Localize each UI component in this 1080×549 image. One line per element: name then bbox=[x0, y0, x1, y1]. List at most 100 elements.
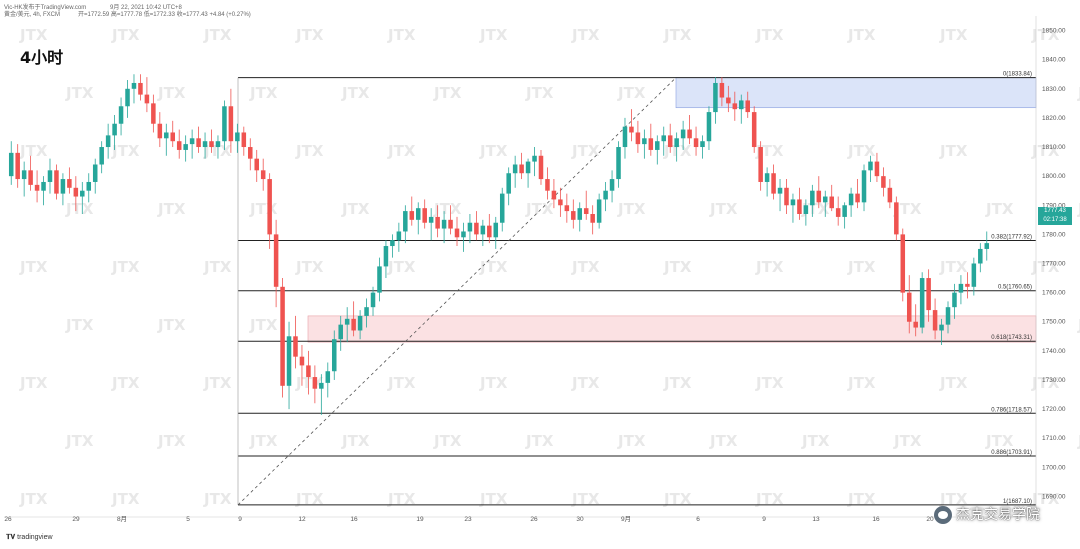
price-tick-label: 1820.00 bbox=[1042, 115, 1066, 122]
watermark-text: JTX bbox=[341, 84, 370, 102]
candle-body bbox=[151, 103, 156, 124]
candle-body bbox=[525, 161, 531, 174]
candle-body bbox=[726, 97, 731, 104]
watermark-text: JTX bbox=[847, 374, 876, 392]
bearish-candle bbox=[454, 216, 460, 247]
candle-body bbox=[467, 222, 473, 232]
watermark-text: JTX bbox=[847, 258, 876, 276]
price-tick-label: 1750.00 bbox=[1042, 319, 1066, 326]
bearish-candle bbox=[34, 170, 40, 203]
bearish-candle bbox=[409, 196, 415, 226]
candle-body bbox=[164, 132, 169, 139]
bullish-candle bbox=[331, 330, 337, 380]
watermark-text: JTX bbox=[847, 490, 876, 508]
candle-body bbox=[209, 141, 214, 148]
bullish-candle bbox=[706, 106, 712, 150]
wechat-icon bbox=[934, 506, 952, 524]
bullish-candle bbox=[125, 80, 130, 118]
candle-body bbox=[551, 190, 557, 200]
bearish-candle bbox=[293, 315, 298, 369]
bearish-candle bbox=[926, 269, 931, 322]
price-tick-label: 1730.00 bbox=[1042, 377, 1066, 384]
watermark-text: JTX bbox=[157, 432, 186, 450]
bearish-candle bbox=[176, 129, 182, 159]
bearish-candle bbox=[474, 211, 479, 241]
candle-body bbox=[558, 199, 563, 206]
bearish-candle bbox=[726, 85, 731, 113]
brand-text: 杰克交易学院 bbox=[956, 507, 1040, 523]
bar-countdown: 02:17:38 bbox=[1043, 217, 1067, 223]
watermark-text: JTX bbox=[203, 374, 232, 392]
candle-body bbox=[34, 184, 40, 191]
tv-logo-text: tradingview bbox=[17, 534, 53, 541]
candle-body bbox=[286, 336, 292, 386]
bullish-candle bbox=[680, 120, 686, 150]
watermark-text: JTX bbox=[755, 490, 784, 508]
bullish-candle bbox=[222, 100, 227, 150]
watermark-text: JTX bbox=[249, 316, 278, 334]
candle-body bbox=[919, 278, 925, 328]
timeframe-label: 4小时 bbox=[20, 48, 64, 67]
time-tick-label: 16 bbox=[872, 516, 880, 523]
price-tick-label: 1850.00 bbox=[1042, 28, 1066, 35]
watermark-text: JTX bbox=[847, 26, 876, 44]
bullish-candle bbox=[978, 243, 983, 273]
bearish-candle bbox=[667, 123, 673, 153]
candle-body bbox=[403, 211, 408, 232]
candle-body bbox=[86, 181, 92, 191]
bearish-candle bbox=[196, 126, 201, 153]
time-tick-label: 12 bbox=[298, 516, 306, 523]
bearish-candle bbox=[835, 196, 841, 226]
candle-body bbox=[693, 138, 699, 148]
watermark-text: JTX bbox=[19, 142, 48, 160]
tradingview-logo[interactable]: 𝐓𝐕 tradingview bbox=[6, 534, 53, 542]
watermark-text: JTX bbox=[433, 432, 462, 450]
candle-body bbox=[454, 228, 460, 238]
watermark-text: JTX bbox=[985, 200, 1014, 218]
watermark-text: JTX bbox=[19, 374, 48, 392]
bearish-candle bbox=[248, 138, 253, 171]
fib-level-label: 0.5(1760.65) bbox=[998, 285, 1032, 291]
candle-body bbox=[803, 205, 809, 214]
watermark-text: JTX bbox=[249, 200, 278, 218]
candle-body bbox=[293, 336, 298, 357]
candle-body bbox=[319, 382, 324, 389]
watermark-text: JTX bbox=[387, 26, 416, 44]
watermark-text: JTX bbox=[801, 432, 830, 450]
candle-body bbox=[603, 190, 608, 200]
watermark-text: JTX bbox=[1031, 258, 1060, 276]
price-tick-label: 1770.00 bbox=[1042, 261, 1066, 268]
watermark-text: JTX bbox=[111, 142, 140, 160]
watermark-text: JTX bbox=[755, 26, 784, 44]
watermark-text: JTX bbox=[617, 84, 646, 102]
watermark-text: JTX bbox=[1031, 142, 1060, 160]
bullish-candle bbox=[357, 310, 363, 340]
bearish-candle bbox=[209, 129, 214, 153]
watermark-text: JTX bbox=[663, 374, 692, 392]
candle-body bbox=[118, 106, 124, 124]
watermark-text: JTX bbox=[617, 432, 646, 450]
price-tick-label: 1780.00 bbox=[1042, 231, 1066, 238]
bearish-candle bbox=[487, 214, 492, 244]
candle-body bbox=[900, 234, 906, 293]
candle-body bbox=[241, 132, 247, 148]
candle-body bbox=[642, 138, 647, 145]
bearish-candle bbox=[648, 123, 654, 156]
bearish-candle bbox=[906, 275, 912, 334]
watermark-text: JTX bbox=[111, 490, 140, 508]
current-price: 1777.43 bbox=[1044, 208, 1066, 214]
bullish-candle bbox=[480, 219, 486, 247]
time-tick-label: 26 bbox=[4, 516, 12, 523]
watermark-text: JTX bbox=[19, 26, 48, 44]
bullish-candle bbox=[21, 161, 27, 197]
bearish-candle bbox=[435, 205, 440, 238]
bullish-candle bbox=[131, 74, 137, 104]
time-tick-label: 9 bbox=[762, 516, 766, 523]
candle-body bbox=[499, 193, 505, 223]
candle-body bbox=[435, 216, 440, 229]
bearish-candle bbox=[138, 74, 143, 101]
candle-body bbox=[92, 164, 98, 182]
bullish-candle bbox=[616, 141, 621, 188]
watermark-text: JTX bbox=[433, 84, 462, 102]
